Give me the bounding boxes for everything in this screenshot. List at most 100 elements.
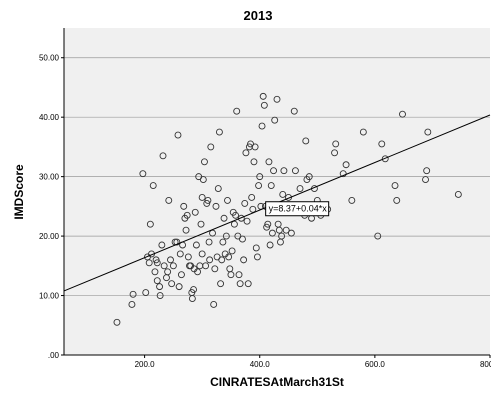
y-tick-label: 40.00 [39,113,60,122]
data-point [159,152,167,160]
data-point [391,182,399,190]
data-point [275,226,283,234]
data-point [204,196,212,204]
data-point [423,167,431,175]
data-point [424,128,432,136]
data-point [454,191,462,198]
data-point [217,280,225,288]
data-point [243,217,251,225]
fit-equation-label: y=8.37+0.04*x [269,204,328,214]
data-point [332,140,340,148]
data-point [378,140,386,148]
data-point [190,286,197,294]
data-point [265,158,273,166]
data-point [167,256,174,264]
data-point [207,143,215,151]
data-point [270,167,277,175]
data-point [139,170,147,178]
data-point [236,280,244,288]
data-point [183,211,191,219]
data-point [152,256,160,264]
data-point [242,149,250,157]
fit-equation-box-border [265,201,330,217]
data-point [153,259,161,267]
data-point [381,155,389,163]
data-point [342,161,350,169]
data-point [129,290,137,298]
data-point [232,211,240,219]
y-tick-label: 20.00 [39,232,60,241]
data-point [205,238,213,246]
data-point [197,220,205,228]
data-point [177,271,185,279]
data-point [142,289,150,297]
data-point [258,122,266,130]
data-point [224,196,231,204]
data-point [241,199,249,207]
data-point [240,256,248,264]
data-point [176,250,184,258]
data-point [279,191,287,198]
data-point [146,220,154,228]
data-point [255,182,263,190]
grid-lines [64,57,490,296]
data-point [244,280,252,288]
data-point [239,235,246,243]
data-point [220,214,228,222]
data-point [271,116,279,124]
data-point [128,301,136,308]
data-point [158,241,166,249]
data-point [230,220,238,228]
data-point [259,92,267,100]
data-point [198,250,206,258]
data-point [168,280,176,288]
y-tick-label: 10.00 [39,292,60,301]
data-point [182,226,190,234]
data-point [359,128,367,136]
data-point [180,202,188,210]
y-ticks: .00 10.00 20.00 30.00 40.00 50.00 [39,54,64,360]
data-point [264,220,272,228]
data-point [210,301,218,308]
x-tick-label: 600.0 [365,360,386,369]
data-point [249,205,257,213]
data-point [256,173,264,181]
data-point [188,295,196,302]
data-point [273,95,281,103]
data-point [250,158,258,166]
data-point [251,143,259,151]
y-axis-label: IMDScore [12,164,26,220]
data-point [184,253,192,261]
data-point [192,241,200,249]
y-tick-label: 50.00 [39,54,60,63]
data-point [260,101,268,109]
data-point [287,229,295,237]
data-point [253,253,261,261]
data-point [156,292,164,299]
data-point [252,244,260,252]
data-point [165,196,173,204]
y-tick-label: 30.00 [39,173,60,182]
data-point [113,318,121,326]
data-point [156,283,164,291]
data-point [227,271,235,279]
data-point [153,277,161,285]
data-point [267,182,275,190]
x-tick-label: 800.0 [480,360,491,369]
data-point [145,259,153,267]
data-point [173,238,181,246]
data-point [263,223,271,231]
data-point [199,176,207,184]
data-point [198,193,206,201]
data-point [266,241,274,249]
data-point [290,107,298,115]
data-point [291,167,299,175]
fit-equation-box: y=8.37+0.04*x [265,201,330,217]
x-ticks: 200.0 400.0 600.0 800.0 [135,355,491,369]
data-point [214,185,222,192]
data-point [282,226,290,234]
data-point [248,193,256,201]
data-point [222,232,230,240]
data-point [175,283,183,291]
